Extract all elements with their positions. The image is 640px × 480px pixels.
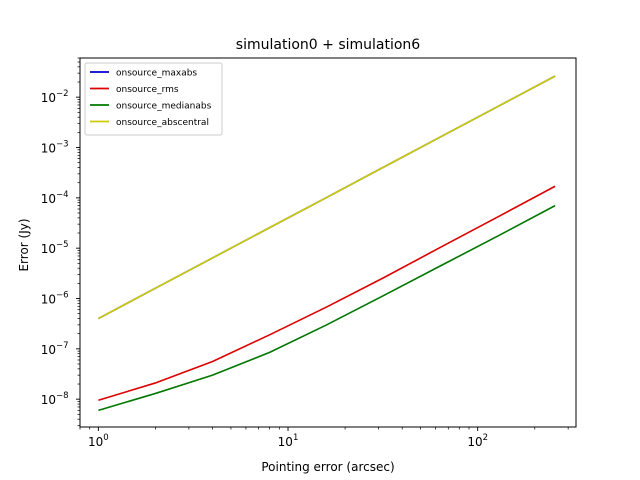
x-axis-label: Pointing error (arcsec)	[261, 460, 394, 474]
y-tick-exponent: −6	[56, 291, 69, 301]
x-tick-label: 102	[467, 433, 488, 449]
y-tick-label: 10	[41, 343, 56, 357]
y-axis-label: Error (Jy)	[17, 218, 31, 271]
series-lines	[98, 75, 556, 412]
series-line-onsource-medianabs	[98, 204, 556, 412]
legend-label: onsource_abscentral	[116, 118, 209, 128]
y-tick-label: 10	[41, 91, 56, 105]
y-tick-label: 10	[41, 293, 56, 307]
plot-frame	[79, 57, 577, 428]
y-tick-exponent: −5	[56, 240, 69, 250]
series-line-onsource-abscentral	[98, 75, 556, 320]
series-line-onsource-rms	[98, 185, 556, 402]
y-tick-exponent: −2	[56, 89, 69, 99]
y-tick-exponent: −4	[56, 190, 69, 200]
x-tick-label: 101	[278, 433, 299, 449]
y-tick-exponent: −7	[56, 341, 69, 351]
legend-label: onsource_rms	[116, 85, 179, 95]
y-tick-label: 10	[41, 192, 56, 206]
legend-label: onsource_maxabs	[116, 69, 197, 79]
x-tick-label: 100	[88, 433, 109, 449]
y-tick-exponent: −3	[56, 140, 69, 150]
y-tick-label: 10	[41, 142, 56, 156]
y-tick-label: 10	[41, 393, 56, 407]
legend: onsource_maxabs onsource_rms onsource_medi…	[84, 62, 223, 136]
legend-label: onsource_medianabs	[116, 102, 212, 112]
y-tick-exponent: −8	[56, 391, 69, 401]
chart-title: simulation0 + simulation6	[236, 37, 420, 53]
legend-box	[84, 62, 223, 136]
y-tick-label: 10	[41, 242, 56, 256]
